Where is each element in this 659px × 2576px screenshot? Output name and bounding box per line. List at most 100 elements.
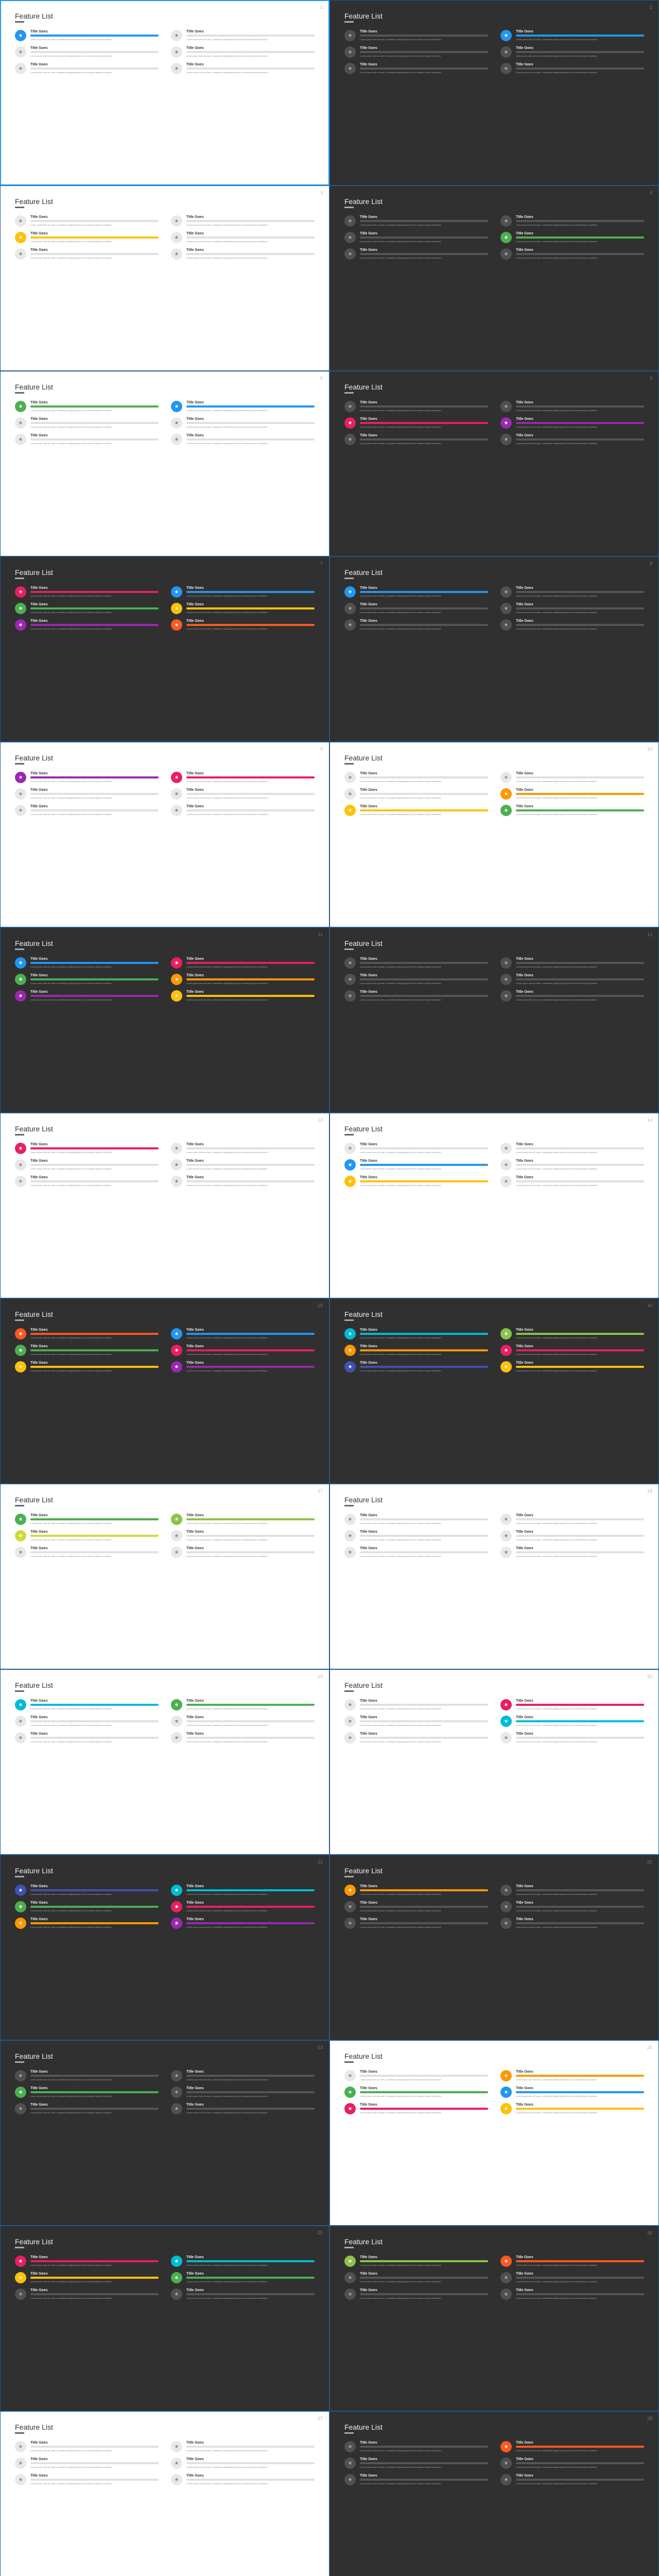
feature-item: ★Title GoesLorem ipsum dolor sit amet, c… <box>500 232 644 243</box>
feature-bar <box>30 438 159 440</box>
slide-5[interactable]: 5Feature List★Title GoesLorem ipsum dolo… <box>0 371 330 556</box>
slide-title: Feature List <box>15 939 315 947</box>
title-underline <box>344 2247 354 2248</box>
slide-9[interactable]: 9Feature List★Title GoesLorem ipsum dolo… <box>0 742 330 927</box>
feature-icon: ★ <box>15 1901 26 1912</box>
feature-description: Lorem ipsum dolor sit amet, consectetur … <box>30 1740 159 1743</box>
feature-bar <box>186 220 315 222</box>
feature-item: ★Title GoesLorem ipsum dolor sit amet, c… <box>500 2087 644 2098</box>
feature-title: Title Goes <box>30 2458 159 2461</box>
feature-title: Title Goes <box>30 1716 159 1719</box>
slide-19[interactable]: 19Feature List★Title GoesLorem ipsum dol… <box>0 1669 330 1855</box>
slide-18[interactable]: 18Feature List★Title GoesLorem ipsum dol… <box>330 1484 659 1669</box>
feature-item: ★Title GoesLorem ipsum dolor sit amet, c… <box>171 1159 315 1171</box>
slide-8[interactable]: 8Feature List★Title GoesLorem ipsum dolo… <box>330 556 659 742</box>
feature-icon: ★ <box>171 1345 182 1356</box>
feature-icon: ★ <box>171 1732 182 1743</box>
feature-description: Lorem ipsum dolor sit amet, consectetur … <box>516 982 644 985</box>
feature-bar <box>516 2091 644 2093</box>
slide-25[interactable]: 25Feature List★Title GoesLorem ipsum dol… <box>0 2226 330 2411</box>
slide-10[interactable]: 10Feature List★Title GoesLorem ipsum dol… <box>330 742 659 927</box>
slide-27[interactable]: 27Feature List★Title GoesLorem ipsum dol… <box>0 2411 330 2576</box>
slide-21[interactable]: 21Feature List★Title GoesLorem ipsum dol… <box>0 1855 330 2040</box>
slide-23[interactable]: 23Feature List★Title GoesLorem ipsum dol… <box>0 2040 330 2226</box>
features-grid: ★Title GoesLorem ipsum dolor sit amet, c… <box>15 401 315 445</box>
feature-description: Lorem ipsum dolor sit amet, consectetur … <box>516 2264 644 2267</box>
feature-icon: ★ <box>500 1176 512 1187</box>
feature-item: ★Title GoesLorem ipsum dolor sit amet, c… <box>500 1328 644 1340</box>
slide-number: 15 <box>318 1303 323 1308</box>
feature-bar <box>186 67 315 70</box>
feature-title: Title Goes <box>516 1530 644 1534</box>
feature-icon: ★ <box>500 957 512 969</box>
slide-24[interactable]: 24Feature List★Title GoesLorem ipsum dol… <box>330 2040 659 2226</box>
feature-title: Title Goes <box>30 215 159 219</box>
slide-11[interactable]: 11Feature List★Title GoesLorem ipsum dol… <box>0 927 330 1113</box>
slide-6[interactable]: 6Feature List★Title GoesLorem ipsum dolo… <box>330 371 659 556</box>
slide-15[interactable]: 15Feature List★Title GoesLorem ipsum dol… <box>0 1298 330 1484</box>
slide-14[interactable]: 14Feature List★Title GoesLorem ipsum dol… <box>330 1113 659 1298</box>
slide-number: 17 <box>318 1488 323 1494</box>
feature-icon: ★ <box>500 2474 512 2485</box>
feature-bar <box>516 2277 644 2279</box>
feature-icon: ★ <box>344 1547 356 1558</box>
feature-icon: ★ <box>15 1716 26 1727</box>
feature-title: Title Goes <box>516 63 644 66</box>
feature-description: Lorem ipsum dolor sit amet, consectetur … <box>360 1522 488 1525</box>
feature-icon: ★ <box>344 2103 356 2114</box>
slide-title: Feature List <box>15 2423 315 2431</box>
feature-bar <box>516 1366 644 1368</box>
feature-item: ★Title GoesLorem ipsum dolor sit amet, c… <box>344 1176 488 1187</box>
feature-item: ★Title GoesLorem ipsum dolor sit amet, c… <box>344 1901 488 1912</box>
feature-description: Lorem ipsum dolor sit amet, consectetur … <box>360 1151 488 1154</box>
slide-4[interactable]: 4Feature List★Title GoesLorem ipsum dolo… <box>330 185 659 371</box>
slide-3[interactable]: 3Feature List★Title GoesLorem ipsum dolo… <box>0 185 330 371</box>
feature-bar <box>360 591 488 593</box>
features-grid: ★Title GoesLorem ipsum dolor sit amet, c… <box>15 1885 315 1929</box>
slide-1[interactable]: 1Feature List★Title GoesLorem ipsum dolo… <box>0 0 330 185</box>
feature-description: Lorem ipsum dolor sit amet, consectetur … <box>30 1167 159 1171</box>
feature-bar <box>360 2293 488 2295</box>
slide-13[interactable]: 13Feature List★Title GoesLorem ipsum dol… <box>0 1113 330 1298</box>
feature-icon: ★ <box>500 232 512 243</box>
slide-16[interactable]: 16Feature List★Title GoesLorem ipsum dol… <box>330 1298 659 1484</box>
feature-title: Title Goes <box>360 974 488 977</box>
feature-item: ★Title GoesLorem ipsum dolor sit amet, c… <box>15 1143 159 1154</box>
slide-22[interactable]: 22Feature List★Title GoesLorem ipsum dol… <box>330 1855 659 2040</box>
feature-item: ★Title GoesLorem ipsum dolor sit amet, c… <box>15 63 159 74</box>
feature-bar <box>186 253 315 255</box>
slide-20[interactable]: 20Feature List★Title GoesLorem ipsum dol… <box>330 1669 659 1855</box>
slide-17[interactable]: 17Feature List★Title GoesLorem ipsum dol… <box>0 1484 330 1669</box>
features-grid: ★Title GoesLorem ipsum dolor sit amet, c… <box>15 2441 315 2485</box>
feature-bar <box>186 422 315 424</box>
slide-title: Feature List <box>15 1125 315 1133</box>
feature-bar <box>516 1333 644 1335</box>
feature-item: ★Title GoesLorem ipsum dolor sit amet, c… <box>15 2441 159 2452</box>
slide-28[interactable]: 28Feature List★Title GoesLorem ipsum dol… <box>330 2411 659 2576</box>
feature-item: ★Title GoesLorem ipsum dolor sit amet, c… <box>15 2256 159 2267</box>
feature-description: Lorem ipsum dolor sit amet, consectetur … <box>360 1555 488 1558</box>
slide-12[interactable]: 12Feature List★Title GoesLorem ipsum dol… <box>330 927 659 1113</box>
feature-icon: ★ <box>171 434 182 445</box>
feature-description: Lorem ipsum dolor sit amet, consectetur … <box>360 1369 488 1372</box>
feature-title: Title Goes <box>360 1159 488 1163</box>
feature-bar <box>186 2075 315 2077</box>
feature-title: Title Goes <box>360 30 488 33</box>
features-grid: ★ Title Goes Lorem ipsum dolor sit amet, c… <box>344 1143 644 1187</box>
feature-item: ★Title GoesLorem ipsum dolor sit amet, c… <box>171 401 315 412</box>
feature-bar <box>30 422 159 424</box>
feature-icon: ★ <box>171 2087 182 2098</box>
feature-title: Title Goes <box>186 1716 315 1719</box>
slide-2[interactable]: 2Feature List★Title GoesLorem ipsum dolo… <box>330 0 659 185</box>
feature-icon: ★ <box>344 990 356 1002</box>
feature-title: Title Goes <box>186 2256 315 2259</box>
feature-description: Lorem ipsum dolor sit amet, consectetur … <box>30 426 159 429</box>
feature-title: Title Goes <box>30 2103 159 2107</box>
feature-bar <box>30 624 159 626</box>
slide-7[interactable]: 7Feature List★Title GoesLorem ipsum dolo… <box>0 556 330 742</box>
slide-26[interactable]: 26Feature List★Title GoesLorem ipsum dol… <box>330 2226 659 2411</box>
feature-icon: ★ <box>500 1716 512 1727</box>
feature-item: ★Title GoesLorem ipsum dolor sit amet, c… <box>500 1901 644 1912</box>
slide-title: Feature List <box>344 383 644 391</box>
title-underline <box>15 207 24 208</box>
